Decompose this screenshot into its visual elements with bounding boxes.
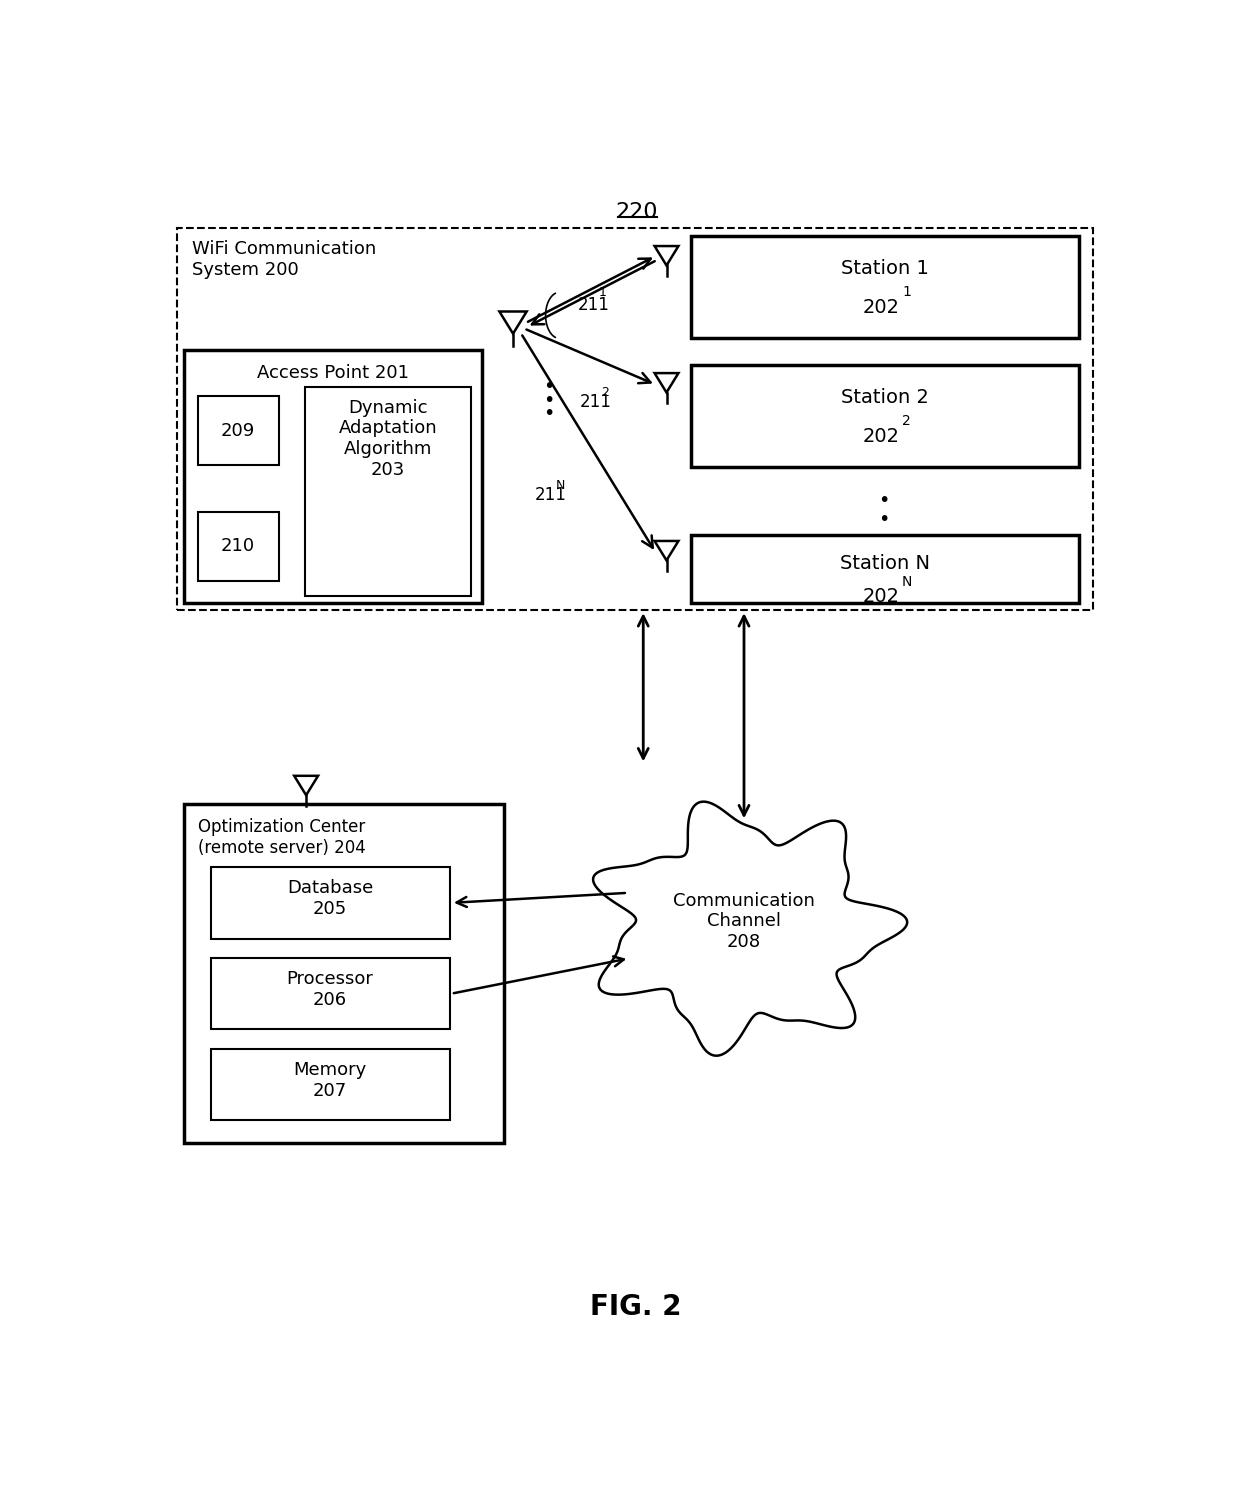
Text: 1: 1 <box>598 286 606 299</box>
Text: •: • <box>878 510 889 528</box>
Text: 1: 1 <box>903 284 911 298</box>
Text: N: N <box>556 479 565 492</box>
FancyBboxPatch shape <box>197 396 279 465</box>
Text: Station 2: Station 2 <box>841 388 929 408</box>
FancyBboxPatch shape <box>692 534 1079 602</box>
FancyBboxPatch shape <box>692 236 1079 339</box>
Text: •: • <box>878 491 889 510</box>
FancyBboxPatch shape <box>692 366 1079 467</box>
Text: Processor
206: Processor 206 <box>286 969 373 1008</box>
FancyBboxPatch shape <box>305 387 471 596</box>
Text: 209: 209 <box>221 421 255 439</box>
Text: Station N: Station N <box>839 554 930 573</box>
Text: Communication
Channel
208: Communication Channel 208 <box>673 891 815 951</box>
FancyBboxPatch shape <box>197 512 279 581</box>
Text: 2: 2 <box>903 414 911 427</box>
Text: Optimization Center
(remote server) 204: Optimization Center (remote server) 204 <box>198 819 366 856</box>
FancyBboxPatch shape <box>176 229 1092 610</box>
FancyBboxPatch shape <box>211 1049 449 1120</box>
Text: 220: 220 <box>616 202 658 223</box>
FancyBboxPatch shape <box>211 867 449 939</box>
Text: 211: 211 <box>534 486 567 504</box>
FancyBboxPatch shape <box>185 804 503 1144</box>
Text: 202: 202 <box>863 587 900 607</box>
FancyBboxPatch shape <box>185 351 482 602</box>
Polygon shape <box>593 802 908 1055</box>
Text: 202: 202 <box>863 427 900 445</box>
Text: •: • <box>543 403 554 423</box>
Text: Dynamic
Adaptation
Algorithm
203: Dynamic Adaptation Algorithm 203 <box>339 399 438 479</box>
Text: •: • <box>543 391 554 409</box>
Text: 202: 202 <box>863 298 900 316</box>
Text: FIG. 2: FIG. 2 <box>590 1293 681 1321</box>
Text: Station 1: Station 1 <box>841 259 929 278</box>
Text: 2: 2 <box>600 385 609 399</box>
Text: •: • <box>543 378 554 396</box>
Text: Access Point 201: Access Point 201 <box>257 364 409 382</box>
FancyBboxPatch shape <box>211 959 449 1029</box>
Text: Database
205: Database 205 <box>286 879 373 918</box>
Text: 210: 210 <box>221 537 255 555</box>
Text: Memory
207: Memory 207 <box>294 1061 367 1100</box>
Text: N: N <box>903 575 913 588</box>
Text: 211: 211 <box>580 393 611 411</box>
Text: WiFi Communication
System 200: WiFi Communication System 200 <box>192 239 377 278</box>
Text: 211: 211 <box>578 296 609 315</box>
